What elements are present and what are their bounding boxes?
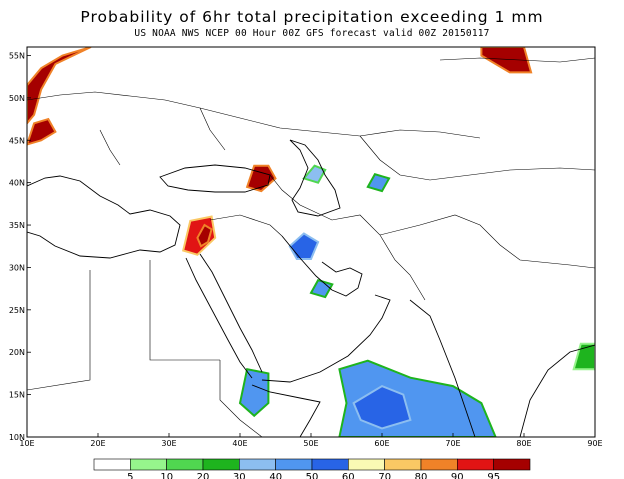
legend-swatch (275, 458, 313, 471)
legend-threshold-label: 80 (415, 472, 428, 479)
caspian-coast (289, 139, 341, 217)
probability-legend: 5 10 20 30 40 50 60 70 80 90 95 (93, 458, 531, 479)
precip-region-levant-core (196, 223, 213, 248)
legend-swatch (311, 458, 349, 471)
black-sea-coast (159, 164, 271, 193)
precip-region-india-east (572, 342, 595, 371)
lat-tick-label: 40N (9, 179, 25, 188)
precip-region-zagros (288, 232, 320, 260)
legend-swatch (239, 458, 276, 471)
legend-swatch (93, 458, 131, 471)
legend-threshold-label: 10 (160, 472, 173, 479)
legend-threshold-label: 50 (306, 472, 319, 479)
legend-swatch (420, 458, 458, 471)
persian-gulf-coast (281, 235, 363, 297)
lat-tick-label: 30N (9, 263, 25, 272)
legend-threshold-label: 30 (233, 472, 246, 479)
lon-tick-label: 90E (587, 439, 602, 448)
india-coast (409, 299, 476, 437)
country-borders (27, 57, 595, 437)
lat-tick-label: 20N (9, 348, 25, 357)
lon-tick-label: 60E (374, 439, 389, 448)
legend-swatch (130, 458, 167, 471)
legend-swatch (456, 458, 494, 471)
lat-tick-label: 35N (9, 221, 25, 230)
precip-region-caspian (302, 164, 327, 184)
legend-threshold-label: 5 (127, 472, 133, 479)
legend-swatch (202, 458, 240, 471)
precip-region-siberia (480, 47, 533, 74)
lat-tick-label: 10N (9, 433, 25, 442)
arabia-south-coast (261, 294, 391, 383)
legend-threshold-label: 40 (269, 472, 282, 479)
somalia-coast (251, 384, 321, 437)
legend-swatch (166, 458, 204, 471)
mediterranean-coast (27, 175, 181, 259)
lat-tick-label: 45N (9, 136, 25, 145)
lon-tick-label: 10E (19, 439, 34, 448)
lon-tick-label: 30E (161, 439, 176, 448)
lon-tick-label: 50E (303, 439, 318, 448)
lat-tick-label: 25N (9, 306, 25, 315)
bay-of-bengal (519, 344, 595, 437)
lon-tick-label: 20E (90, 439, 105, 448)
precip-region-alps (27, 117, 57, 146)
legend-swatch (384, 458, 422, 471)
lon-tick-label: 40E (232, 439, 247, 448)
legend-swatch (347, 458, 385, 471)
precip-region-gulf-coast (309, 279, 334, 299)
map-subtitle: US NOAA NWS NCEP 00 Hour 00Z GFS forecas… (134, 28, 490, 39)
precip-region-arabian-sea-core (352, 384, 412, 430)
precip-region-turkmen (366, 173, 391, 193)
legend-threshold-label: 60 (342, 472, 355, 479)
legend-threshold-label: 90 (451, 472, 464, 479)
map-title: Probability of 6hr total precipitation e… (80, 8, 544, 26)
coastlines (27, 139, 595, 437)
legend-threshold-label: 95 (487, 472, 500, 479)
lat-tick-label: 50N (9, 94, 25, 103)
lat-tick-label: 15N (9, 391, 25, 400)
probability-fields (27, 47, 595, 437)
lat-tick-label: 55N (9, 51, 25, 60)
red-sea-coast (185, 257, 253, 379)
legend-threshold-label: 70 (378, 472, 391, 479)
latitude-ticks: 10N 15N 20N 25N 30N 35N 40N 45N 50N 55N (9, 51, 31, 442)
precip-region-western-europe (27, 47, 92, 125)
red-sea-coast-east (199, 253, 263, 373)
legend-threshold-label: 20 (197, 472, 210, 479)
lon-tick-label: 80E (516, 439, 531, 448)
legend-swatch (493, 458, 531, 471)
longitude-ticks: 10E 20E 30E 40E 50E 60E 70E 80E 90E (19, 433, 603, 448)
lon-tick-label: 70E (445, 439, 460, 448)
precip-region-yemen (238, 368, 270, 418)
